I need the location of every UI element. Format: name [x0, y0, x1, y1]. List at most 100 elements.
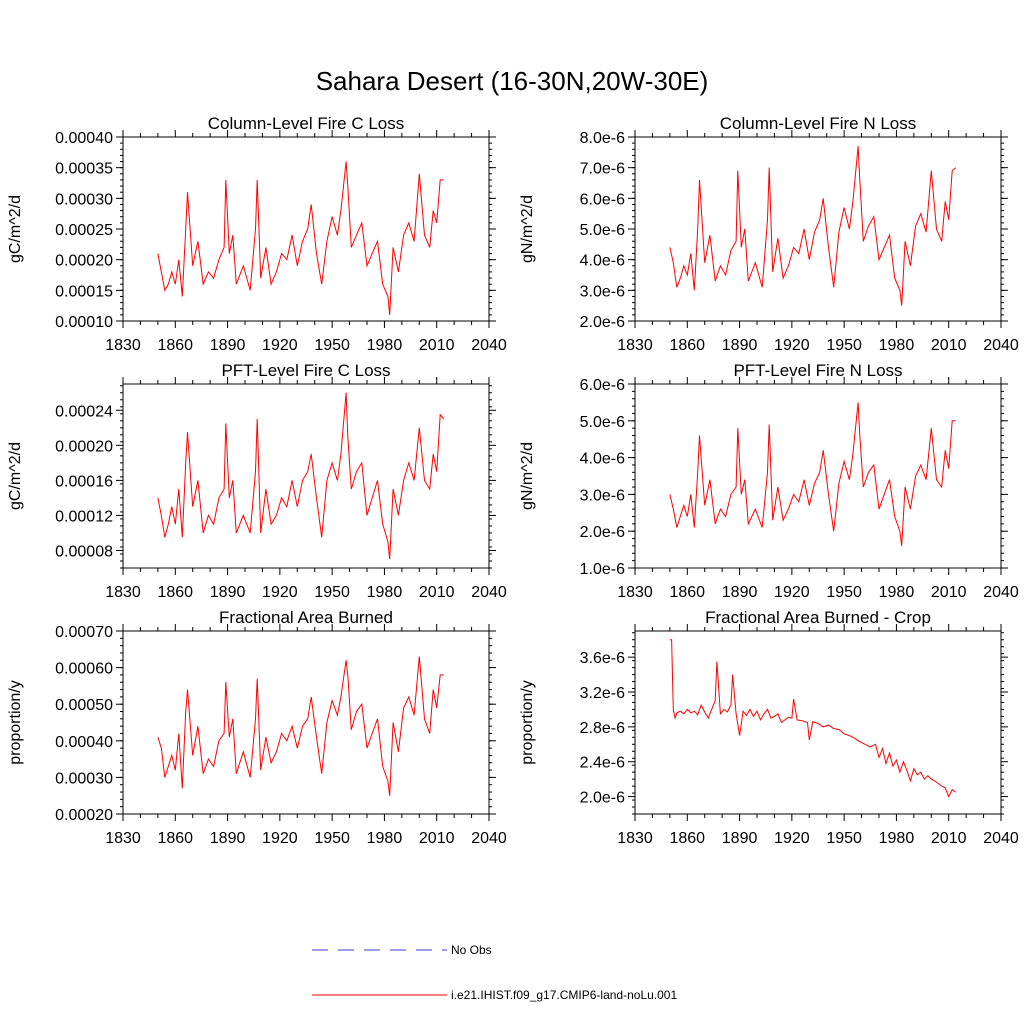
figure-title: Sahara Desert (16-30N,20W-30E)	[316, 66, 709, 96]
legend-no-obs-label: No Obs	[451, 943, 492, 957]
panel-title: Fractional Area Burned - Crop	[705, 608, 931, 627]
x-tick-label: 1980	[367, 830, 403, 847]
chart-panel-2: Column-Level Fire N Loss gN/m^2/d 1830 1860…	[519, 114, 1019, 354]
x-tick-label: 1830	[617, 337, 653, 354]
y-tick-label: 8.0e-6	[580, 130, 625, 147]
x-tick-label: 2010	[419, 584, 455, 601]
legend-model-label: i.e21.IHIST.f09_g17.CMIP6-land-noLu.001	[451, 988, 677, 1002]
y-tick-label: 0.00024	[55, 403, 113, 420]
y-tick-label: 6.0e-6	[580, 191, 625, 208]
chart-panels: Column-Level Fire C Loss gC/m^2/d 1830 1860…	[7, 114, 1019, 847]
x-tick-label: 2040	[983, 830, 1019, 847]
x-tick-label: 1980	[879, 584, 915, 601]
y-tick-label: 5.0e-6	[580, 414, 625, 431]
panel-title: Column-Level Fire C Loss	[208, 114, 405, 133]
series-line	[669, 402, 956, 546]
y-tick-label: 2.0e-6	[580, 314, 625, 331]
x-tick-label: 1860	[669, 584, 705, 601]
x-tick-label: 1920	[774, 337, 810, 354]
y-tick-label: 0.00040	[55, 734, 113, 751]
x-tick-label: 1890	[722, 584, 758, 601]
y-tick-label: 0.00030	[55, 770, 113, 787]
x-tick-label: 1950	[826, 830, 862, 847]
y-tick-label: 0.00025	[55, 222, 113, 239]
x-tick-label: 1830	[617, 584, 653, 601]
x-tick-label: 2040	[983, 584, 1019, 601]
x-tick-label: 1980	[879, 830, 915, 847]
chart-panel-1: Column-Level Fire C Loss gC/m^2/d 1830 1860…	[7, 114, 507, 354]
plot-frame	[122, 136, 490, 322]
x-tick-label: 1950	[826, 584, 862, 601]
y-tick-label: 3.6e-6	[580, 650, 625, 667]
y-tick-label: 0.00015	[55, 283, 113, 300]
y-tick-label: 0.00050	[55, 697, 113, 714]
x-tick-label: 1860	[157, 830, 193, 847]
x-tick-label: 1890	[722, 830, 758, 847]
y-tick-label: 0.00030	[55, 191, 113, 208]
series-line	[669, 639, 956, 798]
series-line	[157, 392, 445, 560]
x-tick-label: 2040	[983, 337, 1019, 354]
y-axis-label: proportion/y	[519, 680, 536, 765]
x-tick-label: 1890	[210, 830, 246, 847]
y-tick-label: 0.00012	[55, 508, 113, 525]
y-axis-label: gN/m^2/d	[519, 442, 536, 510]
x-tick-label: 1890	[722, 337, 758, 354]
x-tick-label: 2040	[471, 830, 507, 847]
x-tick-label: 2040	[471, 337, 507, 354]
y-axis-label: gN/m^2/d	[519, 195, 536, 263]
x-tick-label: 2010	[419, 830, 455, 847]
plot-frame	[634, 630, 1002, 815]
x-tick-label: 1860	[157, 337, 193, 354]
y-tick-label: 4.0e-6	[580, 253, 625, 270]
x-tick-label: 1920	[774, 830, 810, 847]
x-tick-label: 1890	[210, 337, 246, 354]
y-tick-label: 2.0e-6	[580, 524, 625, 541]
y-tick-label: 2.8e-6	[580, 720, 625, 737]
x-tick-label: 2010	[419, 337, 455, 354]
chart-panel-3: PFT-Level Fire C Loss gC/m^2/d 1830 1860 189…	[7, 361, 507, 601]
y-tick-label: 3.0e-6	[580, 487, 625, 504]
plot-frame	[122, 383, 490, 569]
plot-frame	[122, 630, 490, 815]
y-tick-label: 0.00070	[55, 624, 113, 641]
series-line	[669, 146, 957, 306]
y-tick-label: 0.00008	[55, 543, 113, 560]
x-tick-label: 2010	[931, 337, 967, 354]
panel-title: PFT-Level Fire N Loss	[733, 361, 902, 380]
series-line	[157, 161, 444, 315]
x-tick-label: 1950	[314, 337, 350, 354]
plot-frame	[634, 136, 1002, 322]
x-tick-label: 1830	[105, 584, 141, 601]
x-tick-label: 1860	[669, 830, 705, 847]
y-tick-label: 4.0e-6	[580, 451, 625, 468]
y-tick-label: 1.0e-6	[580, 561, 625, 578]
x-tick-label: 1830	[105, 830, 141, 847]
x-tick-label: 1860	[157, 584, 193, 601]
x-tick-label: 1920	[262, 337, 298, 354]
x-tick-label: 1980	[367, 337, 403, 354]
plot-frame	[634, 383, 1002, 569]
x-tick-label: 2040	[471, 584, 507, 601]
chart-panel-4: PFT-Level Fire N Loss gN/m^2/d 1830 1860 189…	[519, 361, 1019, 601]
y-axis-label: proportion/y	[7, 680, 24, 765]
y-axis-label: gC/m^2/d	[7, 195, 24, 263]
y-tick-label: 2.4e-6	[580, 755, 625, 772]
y-tick-label: 0.00035	[55, 161, 113, 178]
panel-title: Fractional Area Burned	[219, 608, 393, 627]
y-tick-label: 2.0e-6	[580, 790, 625, 807]
x-tick-label: 1980	[367, 584, 403, 601]
x-tick-label: 1950	[826, 337, 862, 354]
x-tick-label: 1920	[774, 584, 810, 601]
x-tick-label: 2010	[931, 584, 967, 601]
y-tick-label: 6.0e-6	[580, 377, 625, 394]
y-tick-label: 0.00010	[55, 314, 113, 331]
y-tick-label: 7.0e-6	[580, 161, 625, 178]
panel-title: Column-Level Fire N Loss	[720, 114, 917, 133]
chart-panel-6: Fractional Area Burned - Crop proportion/…	[519, 608, 1019, 847]
x-tick-label: 2010	[931, 830, 967, 847]
chart-panel-5: Fractional Area Burned proportion/y 1830 18…	[7, 608, 507, 847]
series-line	[157, 656, 444, 796]
y-tick-label: 3.2e-6	[580, 685, 625, 702]
